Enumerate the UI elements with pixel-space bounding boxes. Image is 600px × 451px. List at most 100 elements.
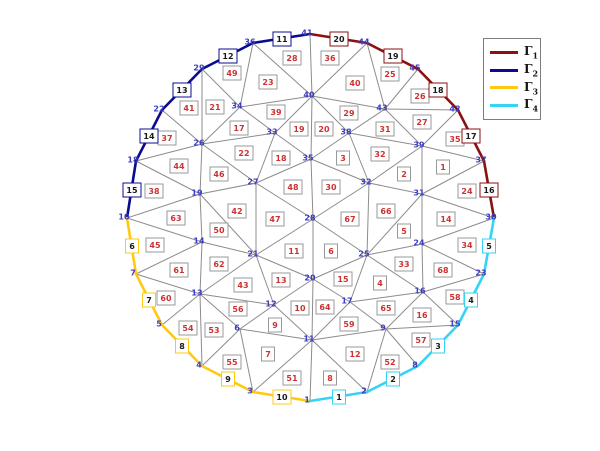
mesh-edge: [199, 193, 203, 243]
element-label: 5: [401, 227, 407, 236]
mesh-edge: [310, 158, 314, 220]
node-label: 36: [244, 38, 256, 47]
element-label: 6: [328, 247, 334, 256]
element-label: 67: [344, 215, 355, 224]
node-label: 15: [449, 320, 461, 329]
element-label: 54: [182, 324, 194, 333]
mesh-edge: [310, 158, 370, 184]
legend: Γ1 Γ2 Γ3 Γ4: [483, 38, 541, 120]
element-label: 30: [325, 183, 337, 192]
boundary-edge-label-gamma-4-box: [332, 389, 346, 405]
legend-label-gamma-1: Γ1: [524, 44, 539, 61]
boundary-edge-label-gamma-3-box: [272, 389, 292, 405]
element-label-box: [284, 243, 304, 259]
element-label-box: [144, 183, 164, 199]
element-label: 34: [461, 241, 473, 250]
node-label: 37: [475, 156, 486, 165]
element-label: 33: [398, 260, 409, 269]
element-label-box: [333, 271, 353, 287]
mesh-edge: [422, 273, 485, 293]
boundary-edge-label-gamma-2: 12: [222, 52, 233, 61]
element-label: 41: [183, 104, 195, 113]
mesh-edge: [312, 254, 368, 280]
element-label-box: [411, 332, 431, 348]
element-label: 60: [160, 294, 172, 303]
mesh-edge: [310, 95, 313, 160]
element-label-box: [345, 346, 365, 362]
element-label-box: [290, 300, 310, 316]
element-label: 15: [337, 275, 349, 284]
element-label-box: [433, 262, 453, 278]
boundary-edge-label-gamma-1: 20: [333, 35, 345, 44]
mesh-edge: [366, 182, 370, 256]
boundary-edge-label-gamma-3: 6: [129, 242, 135, 251]
element-label-box: [436, 211, 456, 227]
element-label-box: [412, 307, 432, 323]
mesh-edge: [421, 145, 485, 162]
node-label: 13: [191, 289, 202, 298]
mesh-edge: [349, 301, 387, 330]
node-label: 32: [360, 178, 371, 187]
mesh-edge: [366, 193, 423, 256]
node-label: 19: [191, 189, 203, 198]
mesh-edge: [311, 278, 314, 341]
element-label-box: [380, 66, 400, 82]
node-label: 25: [358, 250, 370, 259]
mesh-edge: [135, 273, 201, 295]
boundary-edge-label-gamma-4-box: [431, 338, 445, 354]
element-label: 32: [374, 150, 385, 159]
element-label-box: [340, 211, 360, 227]
element-label: 40: [349, 79, 361, 88]
mesh-edge: [311, 95, 350, 134]
node-label: 44: [358, 38, 370, 47]
element-label-box: [209, 222, 229, 238]
boundary-edge-label-gamma-2: 11: [276, 35, 288, 44]
mesh-edge: [273, 278, 314, 306]
element-label-box: [209, 256, 229, 272]
boundary-edge-label-gamma-4: 2: [390, 375, 396, 384]
mesh-edge: [255, 158, 312, 184]
mesh-edge: [274, 132, 312, 160]
mesh-edge: [255, 218, 314, 256]
element-label: 9: [272, 321, 278, 330]
element-label: 21: [209, 103, 221, 112]
mesh-edge: [384, 108, 459, 111]
mesh-edge: [273, 304, 313, 341]
element-label: 13: [275, 276, 286, 285]
node-label: 38: [340, 128, 352, 137]
element-label-box: [336, 150, 350, 166]
element-label: 56: [232, 305, 244, 314]
element-label: 44: [173, 162, 185, 171]
mesh-edge: [255, 132, 276, 184]
mesh-edge: [201, 106, 241, 145]
element-label-box: [323, 370, 337, 386]
legend-label-gamma-4: Γ4: [524, 97, 539, 114]
node-label: 17: [341, 297, 352, 306]
mesh-edge: [366, 254, 424, 293]
boundary-edge-label-gamma-2-box: [218, 48, 238, 64]
boundary-edge-label-gamma-1-box: [479, 182, 499, 198]
mesh-edge: [349, 291, 424, 303]
element-label: 65: [380, 304, 392, 313]
boundary-edge-label-gamma-4: 3: [435, 342, 441, 351]
node-label: 40: [303, 91, 315, 100]
mesh-edge: [199, 182, 257, 195]
mesh-edge: [348, 132, 423, 147]
boundary-edge-label-gamma-2: 13: [176, 86, 187, 95]
boundary-edge-label-gamma-3-box: [175, 338, 189, 354]
boundary-edge-label-gamma-4: 5: [486, 242, 492, 251]
boundary-edge-label-gamma-3: 10: [276, 393, 288, 402]
mesh-edge: [348, 108, 386, 134]
boundary-edge-label-gamma-3: 9: [225, 375, 231, 384]
mesh-edge: [422, 291, 459, 326]
node-label: 10: [118, 213, 130, 222]
node-label: 26: [193, 139, 205, 148]
node-label: 2: [361, 387, 367, 396]
mesh-edge: [161, 109, 203, 145]
mesh-edge: [255, 182, 314, 220]
element-label-box: [320, 50, 340, 66]
mesh-edge: [312, 182, 370, 220]
element-label: 17: [233, 124, 244, 133]
element-label-box: [339, 105, 359, 121]
